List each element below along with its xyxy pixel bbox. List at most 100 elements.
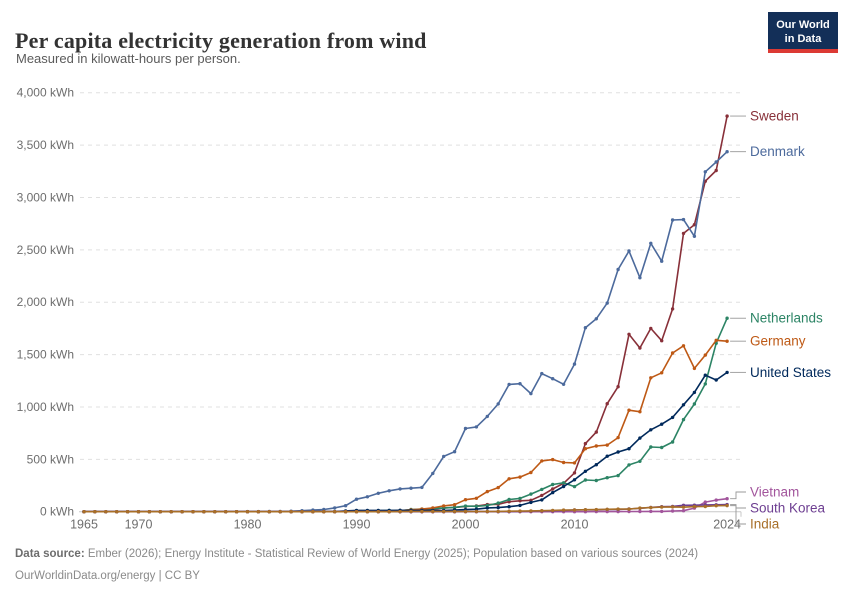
- data-point: [540, 487, 544, 492]
- data-point: [551, 457, 555, 462]
- data-point: [714, 498, 718, 502]
- data-point: [343, 510, 348, 514]
- data-point: [572, 471, 577, 475]
- data-point: [496, 509, 500, 514]
- data-point: [660, 509, 664, 514]
- data-point: [551, 377, 555, 381]
- license-line[interactable]: OurWorldinData.org/energy | CC BY: [15, 570, 200, 583]
- data-point: [572, 508, 577, 512]
- data-point: [660, 339, 664, 343]
- data-point: [660, 445, 664, 450]
- data-point: [409, 509, 413, 514]
- data-point: [485, 506, 489, 510]
- data-point: [507, 505, 511, 509]
- data-point: [322, 510, 326, 514]
- data-point: [660, 259, 664, 263]
- series-label-south-korea[interactable]: South Korea: [750, 501, 826, 516]
- chart-subtitle: Measured in kilowatt-hours per person.: [16, 51, 241, 66]
- data-point: [703, 500, 707, 504]
- data-point: [420, 509, 424, 514]
- data-point: [463, 498, 468, 502]
- data-point: [714, 168, 718, 173]
- data-point: [518, 509, 522, 513]
- data-point: [627, 408, 631, 412]
- data-point: [518, 475, 522, 479]
- y-tick-label: 2,000 kWh: [17, 295, 74, 309]
- data-point: [452, 450, 457, 454]
- data-point: [507, 497, 511, 502]
- data-point: [627, 332, 631, 336]
- data-point: [638, 410, 642, 414]
- data-point: [703, 353, 707, 357]
- data-point: [703, 373, 707, 377]
- data-point: [180, 510, 184, 514]
- y-tick-label: 3,000 kWh: [17, 190, 74, 204]
- data-point: [442, 454, 446, 459]
- data-source-line: Data source: Ember (2026); Energy Instit…: [15, 543, 698, 565]
- owid-logo[interactable]: Our World in Data: [768, 12, 838, 53]
- data-point: [387, 489, 391, 493]
- series-line-united-states[interactable]: [82, 370, 729, 514]
- data-point: [409, 486, 413, 490]
- data-point: [485, 503, 489, 508]
- data-point: [649, 445, 653, 449]
- series-label-vietnam[interactable]: Vietnam: [750, 485, 799, 500]
- data-point: [551, 490, 555, 495]
- data-point: [115, 510, 119, 514]
- data-point: [518, 499, 522, 503]
- data-point: [627, 509, 631, 514]
- data-point: [169, 510, 173, 514]
- series-line-germany[interactable]: [82, 338, 729, 514]
- data-point: [529, 500, 533, 505]
- data-point: [725, 114, 729, 118]
- data-point: [496, 402, 500, 406]
- series-label-sweden[interactable]: Sweden: [750, 109, 799, 124]
- series-line-india[interactable]: [82, 503, 729, 514]
- data-point: [561, 481, 566, 485]
- data-point: [670, 307, 675, 311]
- data-point: [485, 509, 489, 514]
- data-point: [703, 170, 707, 174]
- x-tick-label: 1980: [234, 518, 262, 532]
- data-point: [605, 443, 609, 447]
- series-label-india[interactable]: India: [750, 517, 780, 532]
- label-connector: [730, 505, 746, 525]
- data-point: [431, 506, 435, 510]
- series-label-netherlands[interactable]: Netherlands: [750, 311, 823, 326]
- data-point: [529, 509, 533, 513]
- data-point: [311, 510, 315, 514]
- data-point: [540, 493, 544, 498]
- data-point: [496, 485, 500, 490]
- data-point: [703, 504, 707, 509]
- data-point: [333, 506, 337, 510]
- x-tick-label: 2024: [713, 518, 741, 532]
- data-point: [474, 509, 479, 514]
- x-tick-label: 1965: [70, 518, 98, 532]
- series-label-united-states[interactable]: United States: [750, 365, 831, 380]
- series-label-denmark[interactable]: Denmark: [750, 144, 805, 159]
- data-point: [616, 507, 620, 511]
- data-source-label: Data source:: [15, 548, 85, 560]
- series-line-sweden[interactable]: [82, 114, 729, 514]
- data-point: [714, 378, 718, 382]
- data-point: [202, 510, 206, 514]
- data-point: [104, 510, 108, 514]
- owid-logo-line1: Our World: [776, 19, 830, 31]
- data-point: [365, 495, 370, 499]
- data-point: [638, 436, 642, 440]
- data-point: [692, 234, 697, 238]
- series-label-germany[interactable]: Germany: [750, 334, 806, 349]
- data-point: [93, 510, 97, 514]
- data-point: [638, 276, 642, 280]
- series-line-netherlands[interactable]: [82, 316, 729, 514]
- data-point: [387, 510, 391, 514]
- data-point: [681, 505, 686, 509]
- data-point: [431, 471, 435, 476]
- page-title: Per capita electricity generation from w…: [15, 27, 427, 53]
- series-path: [84, 115, 728, 513]
- data-point: [725, 497, 729, 501]
- label-connector: [730, 491, 746, 500]
- series-path: [84, 317, 728, 513]
- data-point: [518, 503, 522, 508]
